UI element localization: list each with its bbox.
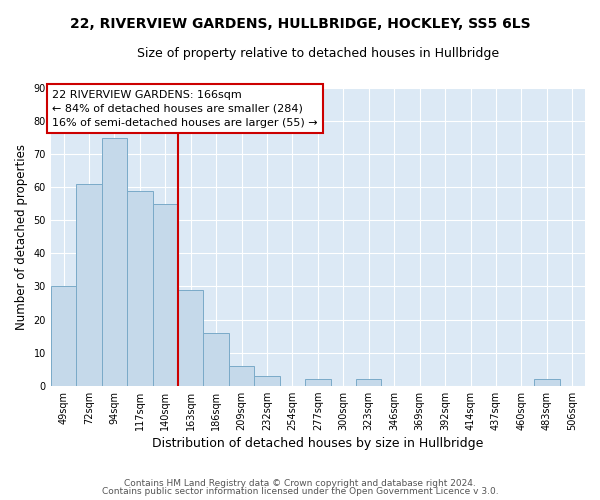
Bar [101,138,127,386]
Text: 22, RIVERVIEW GARDENS, HULLBRIDGE, HOCKLEY, SS5 6LS: 22, RIVERVIEW GARDENS, HULLBRIDGE, HOCKL… [70,18,530,32]
Text: 22 RIVERVIEW GARDENS: 166sqm
← 84% of detached houses are smaller (284)
16% of s: 22 RIVERVIEW GARDENS: 166sqm ← 84% of de… [52,90,317,128]
Bar [229,366,254,386]
Bar [254,376,280,386]
Title: Size of property relative to detached houses in Hullbridge: Size of property relative to detached ho… [137,48,499,60]
Bar [51,286,76,386]
Bar [127,190,152,386]
Text: Contains HM Land Registry data © Crown copyright and database right 2024.: Contains HM Land Registry data © Crown c… [124,478,476,488]
X-axis label: Distribution of detached houses by size in Hullbridge: Distribution of detached houses by size … [152,437,484,450]
Y-axis label: Number of detached properties: Number of detached properties [15,144,28,330]
Bar [178,290,203,386]
Bar [356,379,382,386]
Bar [305,379,331,386]
Bar [76,184,101,386]
Bar [534,379,560,386]
Bar [203,333,229,386]
Bar [152,204,178,386]
Text: Contains public sector information licensed under the Open Government Licence v : Contains public sector information licen… [101,487,499,496]
